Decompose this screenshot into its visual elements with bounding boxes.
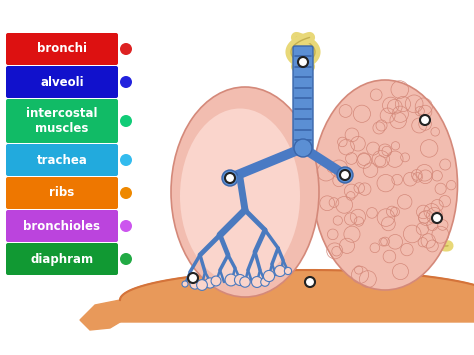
Circle shape [305,277,315,287]
Circle shape [120,76,132,88]
Circle shape [275,267,284,275]
FancyBboxPatch shape [6,33,118,65]
Text: bronchi: bronchi [37,43,87,55]
Circle shape [242,279,248,285]
FancyBboxPatch shape [6,243,118,275]
FancyBboxPatch shape [6,144,118,176]
FancyBboxPatch shape [6,177,118,209]
Polygon shape [80,300,120,330]
Polygon shape [120,270,474,322]
Circle shape [420,115,430,125]
Ellipse shape [180,109,300,284]
Circle shape [205,278,215,288]
Text: alveoli: alveoli [40,76,84,88]
Circle shape [120,187,132,199]
Circle shape [298,57,308,67]
FancyBboxPatch shape [6,66,118,98]
Circle shape [120,253,132,265]
FancyBboxPatch shape [6,99,118,143]
Circle shape [254,279,260,285]
Circle shape [225,173,235,183]
Circle shape [337,167,353,183]
Ellipse shape [312,80,457,290]
Circle shape [222,170,238,186]
Ellipse shape [171,87,319,297]
Circle shape [191,280,199,288]
Circle shape [259,276,271,288]
Circle shape [294,139,312,157]
FancyBboxPatch shape [293,46,313,150]
Text: trachea: trachea [36,153,87,166]
Circle shape [211,276,221,286]
Circle shape [432,213,442,223]
Circle shape [120,43,132,55]
Circle shape [340,170,350,180]
Circle shape [235,275,245,285]
FancyBboxPatch shape [6,210,118,242]
Text: bronchioles: bronchioles [24,219,100,233]
Circle shape [227,275,236,284]
Circle shape [120,115,132,127]
Text: diaphram: diaphram [30,252,93,266]
Circle shape [196,279,208,291]
Circle shape [188,273,198,283]
Circle shape [181,280,189,288]
Text: ribs: ribs [49,186,74,200]
Text: intercostal
muscles: intercostal muscles [26,107,98,135]
Circle shape [120,154,132,166]
Circle shape [266,273,272,279]
Circle shape [120,220,132,232]
Circle shape [283,266,293,276]
